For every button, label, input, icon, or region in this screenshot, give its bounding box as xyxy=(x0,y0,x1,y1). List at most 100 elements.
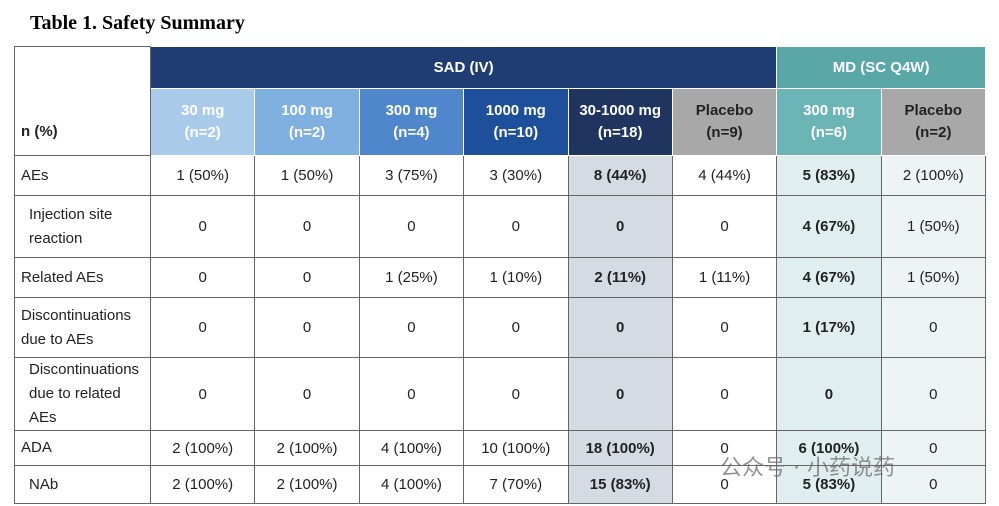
watermark: 公众号 · 小药说药 xyxy=(720,456,895,481)
column-header: 300 mg (n=4) xyxy=(358,88,465,156)
table-cell: 2 (11%) xyxy=(567,257,673,298)
table-cell: 18 (100%) xyxy=(567,430,673,466)
column-header: 100 mg (n=2) xyxy=(254,88,360,156)
table-cell: 0 xyxy=(776,357,882,431)
column-n: (n=2) xyxy=(184,124,221,141)
table-cell: 0 xyxy=(671,465,778,504)
group-header: MD (SC Q4W) xyxy=(776,46,987,89)
table-cell: 0 xyxy=(880,430,987,466)
table-cell: 0 xyxy=(567,195,673,258)
row-label: Injection site reaction xyxy=(14,195,151,258)
table-cell: 7 (70%) xyxy=(463,465,569,504)
column-header: 30 mg (n=2) xyxy=(149,88,256,156)
column-header: 300 mg (n=6) xyxy=(776,88,882,156)
row-label: Discontinuations due to AEs xyxy=(14,297,151,358)
column-dose: 1000 mg xyxy=(485,102,546,119)
table-cell: 0 xyxy=(358,297,465,358)
row-label: AEs xyxy=(14,155,151,196)
column-header: Placebo (n=2) xyxy=(880,88,987,156)
column-n: (n=18) xyxy=(597,124,643,141)
row-label: ADA xyxy=(14,430,151,466)
table-cell: 0 xyxy=(463,297,569,358)
column-n: (n=10) xyxy=(493,124,539,141)
table-cell: 0 xyxy=(567,297,673,358)
table-cell: 0 xyxy=(149,257,256,298)
table-row: Discontinuations due to AEs 0 0 0 0 0 0 1 (17%)… xyxy=(14,297,987,358)
table-cell: 0 xyxy=(671,297,778,358)
table-row: NAb 2 (100%) 2 (100%) 4 (100%) 7 (70%) 15 (83… xyxy=(14,465,987,504)
safety-table: n (%) SAD (IV) MD (SC Q4W) 30 mg (n=2) 100 mg… xyxy=(14,46,987,504)
column-header: 30-1000 mg (n=18) xyxy=(567,88,673,156)
row-label: Discontinuations due to related AEs xyxy=(14,357,151,431)
table-cell: 8 (44%) xyxy=(567,155,673,196)
table-cell: 1 (11%) xyxy=(671,257,778,298)
table-cell: 0 xyxy=(567,357,673,431)
column-header: 1000 mg (n=10) xyxy=(463,88,569,156)
table-cell: 4 (67%) xyxy=(776,257,882,298)
table-cell: 2 (100%) xyxy=(149,430,256,466)
table-cell: 2 (100%) xyxy=(254,430,360,466)
table-cell: 0 xyxy=(358,195,465,258)
table-cell: 1 (50%) xyxy=(149,155,256,196)
table-cell: 0 xyxy=(358,357,465,431)
corner-label: n (%) xyxy=(14,46,151,156)
table-cell: 3 (30%) xyxy=(463,155,569,196)
table-body: n (%) SAD (IV) MD (SC Q4W) 30 mg (n=2) 100 mg… xyxy=(14,46,987,504)
table-cell: 4 (44%) xyxy=(671,155,778,196)
table-cell: 15 (83%) xyxy=(567,465,673,504)
column-dose: 30 mg xyxy=(181,102,225,119)
table-cell: 1 (10%) xyxy=(463,257,569,298)
column-dose: 100 mg xyxy=(281,102,333,119)
table-cell: 6 (100%) xyxy=(776,430,882,466)
column-header: Placebo (n=9) xyxy=(671,88,778,156)
table-cell: 0 xyxy=(149,195,256,258)
table-row: ADA 2 (100%) 2 (100%) 4 (100%) 10 (100%) 18 (… xyxy=(14,430,987,466)
table-row: Injection site reaction 0 0 0 0 0 0 4 (67%) 1 (5… xyxy=(14,195,987,258)
table-cell: 3 (75%) xyxy=(358,155,465,196)
group-header: SAD (IV) xyxy=(149,46,778,89)
table-cell: 0 xyxy=(149,297,256,358)
table-cell: 4 (67%) xyxy=(776,195,882,258)
table-cell: 0 xyxy=(463,357,569,431)
table-cell: 1 (17%) xyxy=(776,297,882,358)
column-n: (n=9) xyxy=(706,124,743,141)
table-cell: 0 xyxy=(254,257,360,298)
table-row: Related AEs 0 0 1 (25%) 1 (10%) 2 (11%) 1 (11%… xyxy=(14,257,987,298)
table-row: Discontinuations due to related AEs 0 0 0 0 0… xyxy=(14,357,987,431)
column-header-row: 30 mg (n=2) 100 mg (n=2) 300 mg (n=4) 1000 mg (… xyxy=(15,88,987,156)
column-dose: 300 mg xyxy=(385,102,438,119)
table-title: Table 1. Safety Summary xyxy=(30,12,245,34)
table-cell: 0 xyxy=(254,357,360,431)
table-cell: 0 xyxy=(880,357,987,431)
table-cell: 0 xyxy=(880,465,987,504)
table-cell: 4 (100%) xyxy=(358,465,465,504)
table-cell: 1 (50%) xyxy=(254,155,360,196)
table-cell: 0 xyxy=(254,195,360,258)
table-cell: 0 xyxy=(671,357,778,431)
table-cell: 5 (83%) xyxy=(776,465,882,504)
table-cell: 10 (100%) xyxy=(463,430,569,466)
column-dose: 300 mg xyxy=(803,102,855,119)
row-label: NAb xyxy=(14,465,151,504)
column-n: (n=2) xyxy=(288,124,326,141)
column-dose: Placebo xyxy=(695,102,754,119)
column-dose: Placebo xyxy=(904,102,963,119)
column-n: (n=2) xyxy=(915,124,952,141)
row-label: Related AEs xyxy=(14,257,151,298)
table-cell: 5 (83%) xyxy=(776,155,882,196)
table-cell: 0 xyxy=(880,297,987,358)
table-cell: 0 xyxy=(254,297,360,358)
table-cell: 1 (25%) xyxy=(358,257,465,298)
table-cell: 4 (100%) xyxy=(358,430,465,466)
table-cell: 0 xyxy=(149,357,256,431)
column-n: (n=6) xyxy=(810,124,848,141)
table-cell: 0 xyxy=(463,195,569,258)
table-cell: 0 xyxy=(671,195,778,258)
group-header-row: n (%) SAD (IV) MD (SC Q4W) xyxy=(14,46,987,156)
table-cell: 2 (100%) xyxy=(254,465,360,504)
table-cell: 2 (100%) xyxy=(880,155,987,196)
table-cell: 1 (50%) xyxy=(880,257,987,298)
table-cell: 2 (100%) xyxy=(149,465,256,504)
